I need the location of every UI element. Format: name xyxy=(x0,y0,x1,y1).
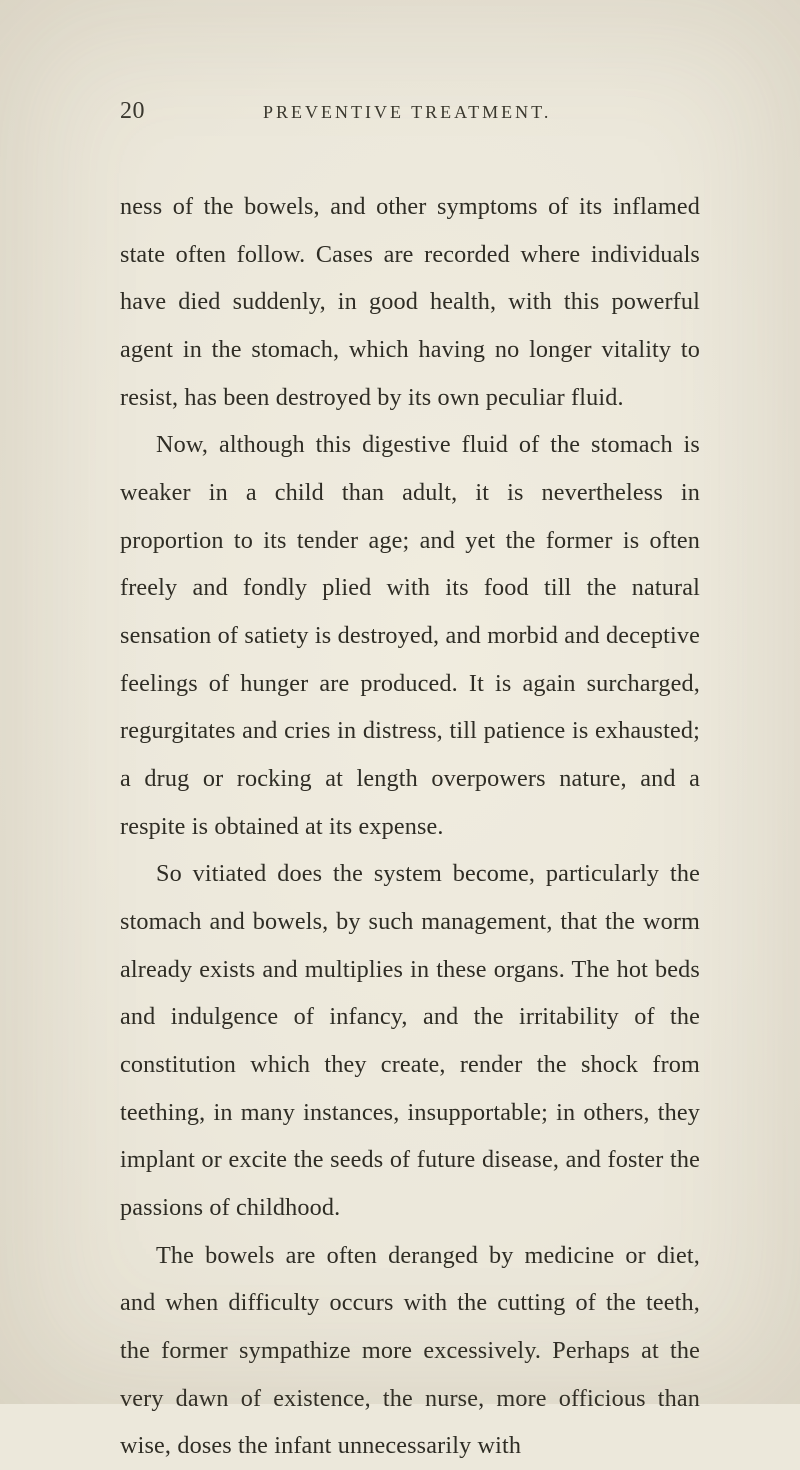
paragraph: So vitiated does the system become, part… xyxy=(120,850,700,1231)
paragraph: Now, although this digestive fluid of th… xyxy=(120,421,700,850)
page-number: 20 xyxy=(120,98,145,125)
paragraph: ness of the bowels, and other symptoms o… xyxy=(120,183,700,421)
paragraph: The bowels are often deranged by medicin… xyxy=(120,1232,700,1470)
book-page: 20 PREVENTIVE TREATMENT. ness of the bow… xyxy=(0,0,800,1404)
body-text: ness of the bowels, and other symptoms o… xyxy=(120,183,700,1470)
page-header: 20 PREVENTIVE TREATMENT. xyxy=(120,98,700,125)
running-title: PREVENTIVE TREATMENT. xyxy=(263,102,551,123)
